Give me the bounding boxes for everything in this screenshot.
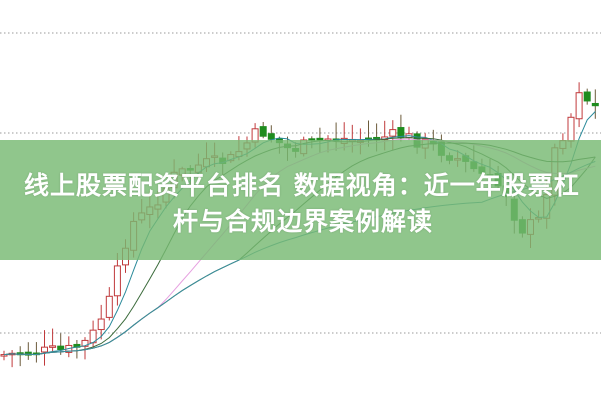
up-candle (567, 116, 575, 142)
up-candle (575, 92, 583, 120)
up-candle (81, 339, 89, 347)
up-candle (389, 129, 397, 137)
up-candle (113, 265, 121, 297)
down-candle (57, 345, 65, 350)
title-banner: 线上股票配资平台排名 数据视角：近一年股票杠 杆与合规边界案例解读 (0, 140, 601, 260)
up-candle (105, 295, 113, 318)
down-candle (267, 133, 275, 140)
down-candle (24, 351, 32, 356)
down-candle (259, 126, 267, 137)
title-line-2: 杆与合规边界案例解读 (173, 207, 434, 236)
down-candle (591, 102, 599, 107)
up-candle (97, 318, 105, 331)
down-candle (583, 91, 591, 102)
title-line-1: 线上股票配资平台排名 数据视角：近一年股票杠 (24, 171, 580, 200)
up-candle (41, 346, 48, 353)
up-candle (49, 345, 57, 348)
